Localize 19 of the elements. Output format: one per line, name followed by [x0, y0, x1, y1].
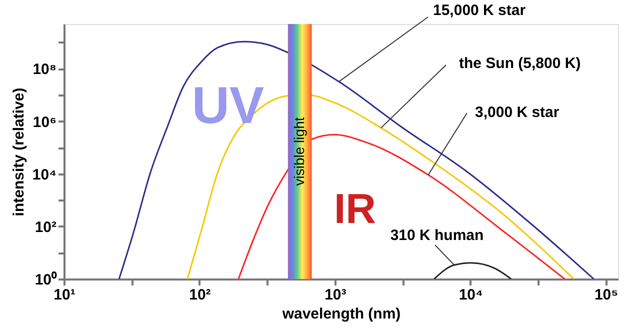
annotation: UV [192, 77, 264, 135]
x-tick-label: 10¹ [54, 286, 76, 304]
x-tick-label: 10⁴ [458, 286, 483, 304]
text: 3,000 K star [475, 104, 560, 121]
y-axis-title: intensity (relative) [10, 88, 28, 216]
x-tick-label: 10² [189, 286, 211, 304]
text: 15,000 K star [433, 2, 526, 19]
x-axis-title: wavelength (nm) [281, 306, 401, 322]
y-tick-label: 10² [34, 218, 56, 236]
x-tick-label: 10⁵ [594, 286, 618, 304]
x-tick-label: 10³ [324, 286, 346, 304]
y-tick-label: 10⁴ [32, 166, 56, 184]
annotation: IR [334, 185, 376, 232]
y-tick-label: 10⁸ [32, 61, 56, 78]
y-tick-label: 10⁶ [32, 114, 56, 131]
series-label: 310 K human [390, 227, 484, 244]
band-label: visible light [290, 117, 307, 186]
y-tick-label: 10⁰ [34, 270, 58, 288]
text: the Sun (5,800 K) [459, 55, 581, 72]
